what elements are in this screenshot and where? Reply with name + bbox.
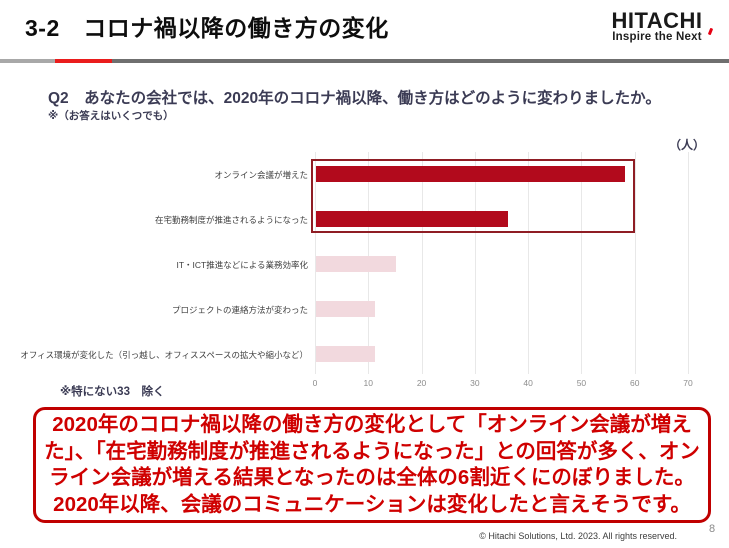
chart-footnote: ※特にない33 除く [60, 386, 165, 398]
bar-label: IT・ICT推進などによる業務効率化 [176, 260, 309, 270]
bar-label: 在宅勤務制度が推進されるようになった [154, 215, 308, 225]
bar-label: オンライン会議が増えた [214, 170, 308, 180]
summary-box: 2020年のコロナ禍以降の働き方の変化として「オンライン会議が増え た」、「在宅… [33, 407, 711, 523]
grid-line [688, 152, 689, 374]
summary-line: 2020年以降、会議のコミュニケーションは変化したと言えそうです。 [53, 492, 691, 516]
copyright-text: © Hitachi Solutions, Ltd. 2023. All righ… [479, 531, 677, 541]
page-title: 3-2 コロナ禍以降の働き方の変化 [25, 15, 389, 41]
header-divider [0, 59, 729, 63]
x-tick-label: 0 [312, 378, 318, 388]
hitachi-tagline: Inspire the Next [612, 31, 702, 43]
bar [316, 256, 396, 272]
hitachi-logo: HITACHI [611, 8, 703, 33]
x-tick-label: 20 [416, 378, 427, 388]
bar-label: オフィス環境が変化した（引っ越し、オフィススペースの拡大や縮小など） [20, 350, 308, 360]
page-number: 8 [709, 523, 716, 535]
bar [316, 346, 375, 362]
x-tick-label: 70 [683, 378, 693, 388]
highlight-box [311, 159, 635, 233]
bar [316, 301, 375, 317]
survey-question-note: ※（お答えはいくつでも） [48, 110, 174, 122]
x-tick-label: 30 [470, 378, 480, 388]
survey-question: Q2 あなたの会社では、2020年のコロナ禍以降、働き方はどのように変わりました… [48, 90, 661, 107]
x-tick-label: 10 [363, 378, 374, 388]
bar-label: プロジェクトの連絡方法が変わった [171, 305, 308, 315]
x-tick-label: 50 [576, 378, 587, 388]
x-tick-label: 60 [629, 378, 640, 388]
summary-line: た」、「在宅勤務制度が推進されるようになった」との回答が多く、オン [44, 439, 700, 463]
summary-line: ライン会議が増える結果となったのは全体の6割近くにのぼりました。 [49, 466, 695, 489]
summary-line: 2020年のコロナ禍以降の働き方の変化として「オンライン会議が増え [52, 413, 692, 436]
x-tick-label: 40 [523, 378, 533, 388]
chart-unit-label: （人） [668, 138, 705, 152]
